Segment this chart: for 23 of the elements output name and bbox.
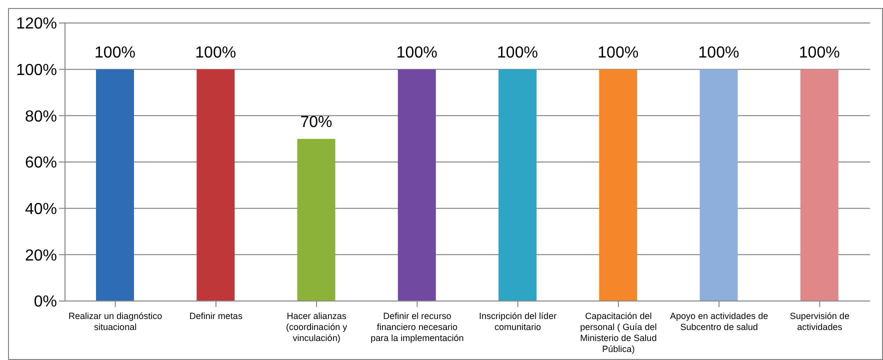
y-tick-label: 40% [24, 201, 57, 218]
x-tick-label: Apoyo en actividades de Subcentro de salud [670, 311, 768, 332]
x-tick-label: Supervisión de actividades [790, 311, 850, 332]
x-tick-label: Realizar un diagnóstico situacional [68, 311, 162, 332]
data-label: 100% [497, 44, 538, 62]
y-tick-label: 100% [16, 62, 57, 80]
x-tick-label: Capacitación del personal ( Guía del Ministerio de Salud Pública) [580, 311, 657, 354]
x-tick-label: Definir metas [189, 311, 243, 321]
y-tick-label: 0% [34, 294, 57, 311]
data-label: 100% [598, 44, 639, 62]
data-label: 100% [396, 44, 438, 62]
x-tick-label: Hacer alianzas (coordinación y vinculación) [286, 311, 348, 343]
y-tick-label: 80% [24, 108, 57, 126]
data-label: 70% [300, 114, 332, 131]
x-tick-label: Definir el recurso financiero necesario para la implementación [370, 311, 464, 343]
y-tick-label: 120% [16, 16, 57, 33]
x-tick-label: Inscripción del líder comunitario [479, 311, 557, 332]
y-tick-label: 20% [24, 247, 57, 264]
data-label: 100% [195, 44, 236, 62]
data-label: 100% [94, 44, 136, 62]
data-label: 100% [698, 44, 740, 62]
y-tick-label: 60% [24, 154, 57, 172]
data-label: 100% [798, 44, 840, 62]
